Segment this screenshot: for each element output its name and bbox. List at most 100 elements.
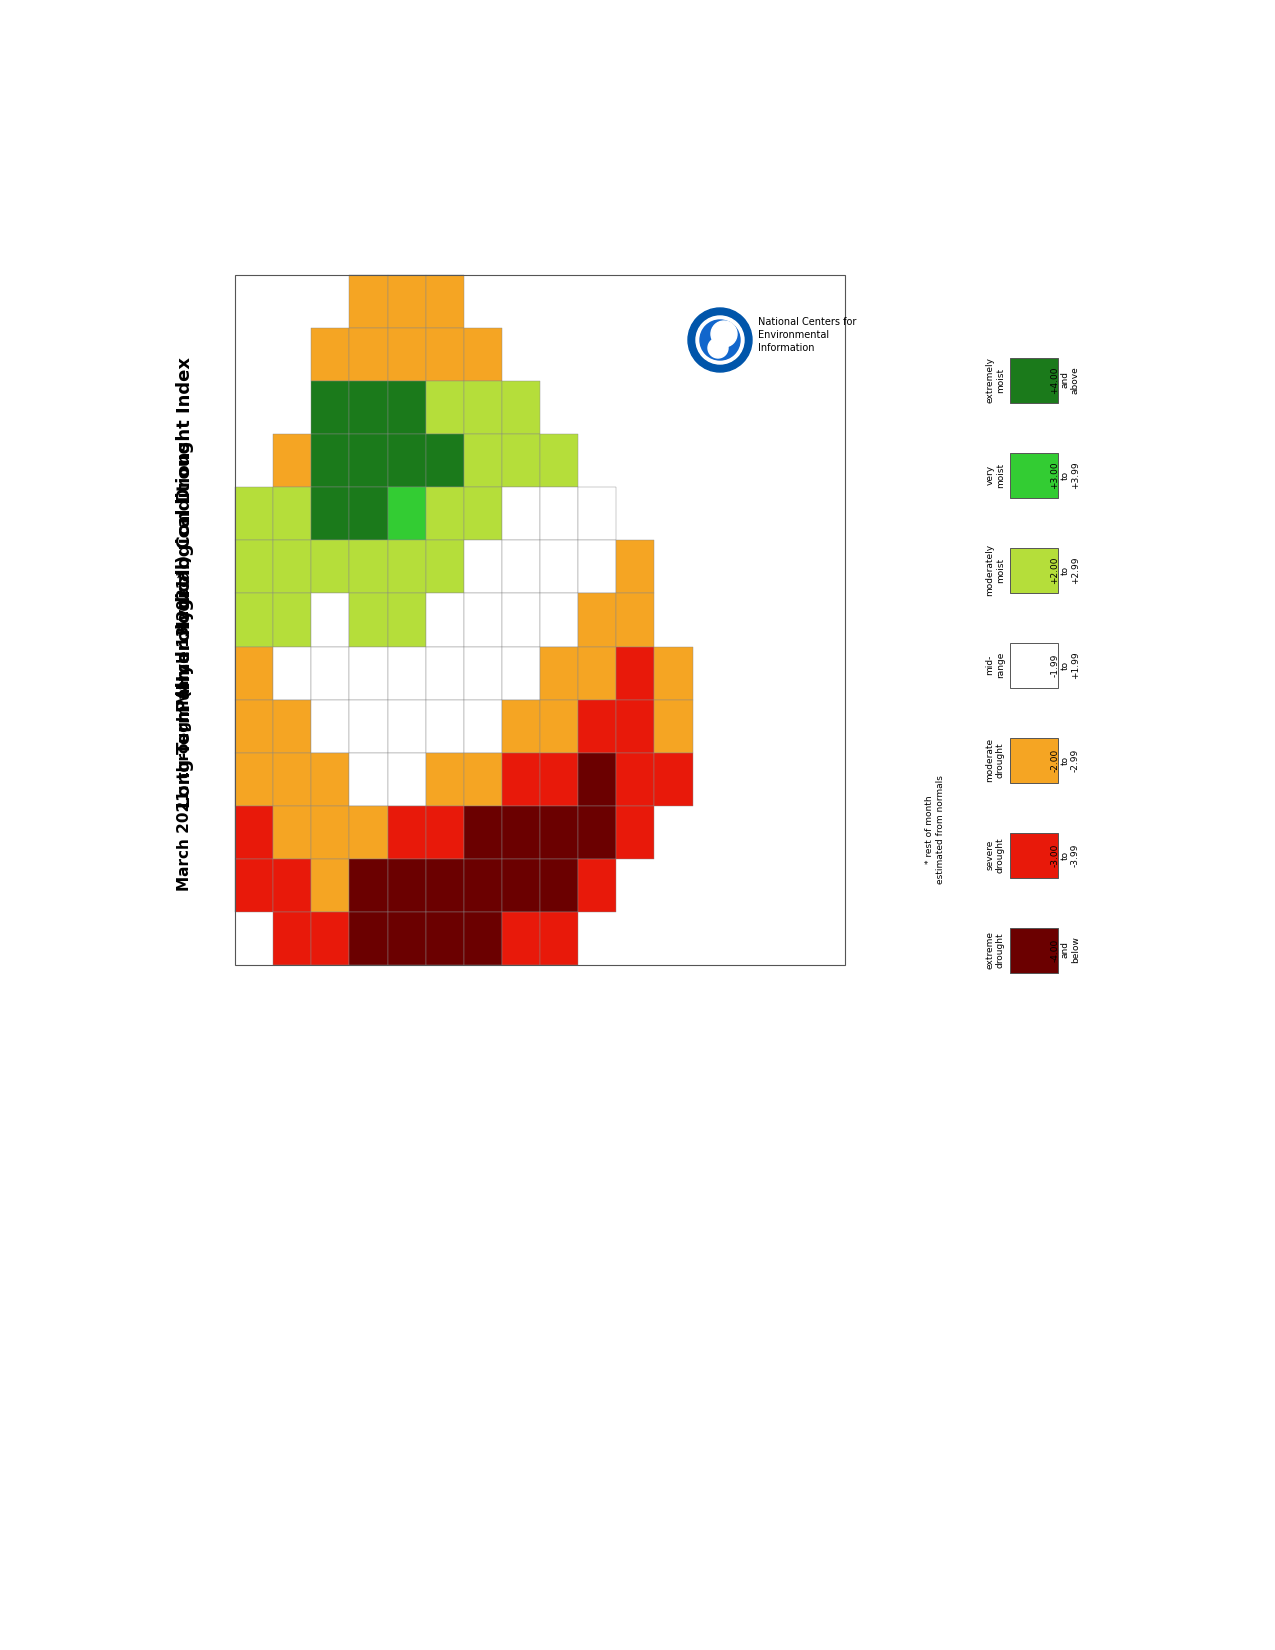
Bar bbox=[464, 805, 502, 860]
Bar bbox=[349, 328, 388, 381]
Bar bbox=[616, 805, 654, 860]
Bar bbox=[464, 752, 502, 805]
Bar bbox=[273, 752, 311, 805]
Bar bbox=[616, 752, 654, 805]
Bar bbox=[502, 860, 541, 912]
Bar bbox=[578, 700, 616, 752]
Bar bbox=[541, 647, 578, 700]
Bar bbox=[502, 381, 541, 434]
Bar bbox=[502, 541, 541, 594]
Bar bbox=[388, 328, 426, 381]
Bar bbox=[311, 434, 349, 487]
Bar bbox=[349, 700, 388, 752]
Bar bbox=[654, 752, 692, 805]
Bar bbox=[349, 381, 388, 434]
Bar bbox=[388, 752, 426, 805]
Bar bbox=[464, 700, 502, 752]
Bar bbox=[1010, 927, 1058, 972]
Bar bbox=[426, 276, 464, 328]
Bar bbox=[388, 912, 426, 965]
Bar bbox=[541, 912, 578, 965]
Text: -2.00
to
-2.99: -2.00 to -2.99 bbox=[1051, 749, 1080, 772]
Bar bbox=[349, 541, 388, 594]
Bar bbox=[235, 860, 273, 912]
Bar bbox=[311, 752, 349, 805]
Bar bbox=[1010, 642, 1058, 688]
Bar bbox=[464, 912, 502, 965]
Bar bbox=[349, 434, 388, 487]
Bar bbox=[235, 541, 273, 594]
Bar bbox=[426, 434, 464, 487]
Bar bbox=[426, 487, 464, 541]
Bar bbox=[235, 276, 845, 965]
Bar bbox=[464, 487, 502, 541]
Bar bbox=[578, 487, 616, 541]
Bar bbox=[616, 541, 654, 594]
Bar bbox=[578, 541, 616, 594]
Bar bbox=[1010, 548, 1058, 592]
Bar bbox=[235, 647, 273, 700]
Text: extreme
drought: extreme drought bbox=[986, 931, 1005, 969]
Bar bbox=[273, 860, 311, 912]
Bar bbox=[311, 487, 349, 541]
Text: +2.00
to
+2.99: +2.00 to +2.99 bbox=[1051, 556, 1080, 584]
Bar bbox=[464, 434, 502, 487]
Bar bbox=[311, 647, 349, 700]
Text: Long-Term (Hydrological) Conditions: Long-Term (Hydrological) Conditions bbox=[176, 442, 194, 808]
Bar bbox=[616, 594, 654, 647]
Bar bbox=[388, 276, 426, 328]
Bar bbox=[426, 541, 464, 594]
Bar bbox=[388, 381, 426, 434]
Bar bbox=[311, 328, 349, 381]
Bar bbox=[541, 594, 578, 647]
Text: Palmer Hydrological Drought Index: Palmer Hydrological Drought Index bbox=[176, 358, 194, 713]
Bar bbox=[541, 434, 578, 487]
Bar bbox=[235, 805, 273, 860]
Bar bbox=[426, 700, 464, 752]
Bar bbox=[426, 912, 464, 965]
Bar bbox=[349, 647, 388, 700]
Bar bbox=[426, 381, 464, 434]
Bar bbox=[235, 276, 845, 965]
Bar bbox=[616, 700, 654, 752]
Circle shape bbox=[700, 320, 739, 360]
Bar bbox=[464, 381, 502, 434]
Bar bbox=[311, 594, 349, 647]
Bar bbox=[1010, 452, 1058, 498]
Bar bbox=[311, 860, 349, 912]
Bar bbox=[388, 487, 426, 541]
Bar bbox=[311, 700, 349, 752]
Bar bbox=[464, 647, 502, 700]
Circle shape bbox=[708, 338, 728, 358]
Bar bbox=[502, 912, 541, 965]
Bar bbox=[502, 434, 541, 487]
Bar bbox=[349, 912, 388, 965]
Bar bbox=[349, 805, 388, 860]
Bar bbox=[654, 647, 692, 700]
Bar bbox=[578, 647, 616, 700]
Text: March 2021: through March 13 2021*: March 2021: through March 13 2021* bbox=[177, 569, 193, 891]
Text: -1.99
to
+1.99: -1.99 to +1.99 bbox=[1051, 652, 1080, 678]
Bar bbox=[502, 805, 541, 860]
Text: -3.00
to
-3.99: -3.00 to -3.99 bbox=[1051, 843, 1080, 866]
Text: National Centers for
Environmental
Information: National Centers for Environmental Infor… bbox=[759, 317, 857, 353]
Bar bbox=[1010, 833, 1058, 878]
Bar bbox=[426, 805, 464, 860]
Bar bbox=[388, 860, 426, 912]
Bar bbox=[235, 700, 273, 752]
Bar bbox=[426, 647, 464, 700]
Bar bbox=[502, 594, 541, 647]
Bar bbox=[464, 594, 502, 647]
Bar bbox=[1010, 358, 1058, 403]
Bar bbox=[311, 805, 349, 860]
Bar bbox=[1010, 738, 1058, 782]
Bar bbox=[235, 594, 273, 647]
Text: severe
drought: severe drought bbox=[986, 837, 1005, 873]
Bar bbox=[311, 381, 349, 434]
Text: extremely
moist: extremely moist bbox=[986, 356, 1005, 403]
Text: moderate
drought: moderate drought bbox=[986, 738, 1005, 782]
Bar bbox=[349, 594, 388, 647]
Bar bbox=[578, 805, 616, 860]
Bar bbox=[578, 752, 616, 805]
Bar bbox=[388, 541, 426, 594]
